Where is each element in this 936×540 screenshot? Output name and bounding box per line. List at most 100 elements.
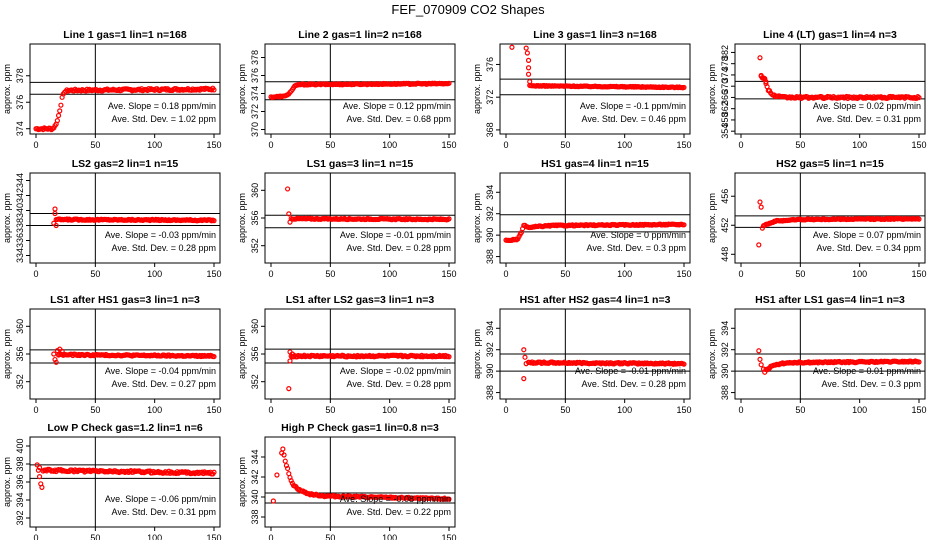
- y-tick-label: 374: [250, 86, 260, 101]
- x-tick-label: 150: [676, 140, 691, 150]
- y-axis-label: approx. ppm: [2, 64, 12, 114]
- data-point: [446, 80, 452, 86]
- data-point: [522, 354, 528, 360]
- data-point: [36, 465, 43, 471]
- y-tick-label: 368: [485, 122, 495, 137]
- y-tick-label: 376: [250, 68, 260, 83]
- y-tick-label: 340: [15, 203, 25, 218]
- chart-title: HS1 after LS1 gas=4 lin=1 n=3: [755, 294, 905, 306]
- y-tick-label: 376: [485, 57, 495, 72]
- data-point: [51, 351, 57, 357]
- x-tick-label: 100: [617, 140, 632, 150]
- y-tick-label: 338: [250, 509, 260, 524]
- y-axis-label: approx. ppm: [472, 64, 482, 114]
- data-point: [282, 458, 288, 464]
- x-tick-label: 150: [441, 405, 456, 415]
- std-dev-stat: Ave. Std. Dev. = 0.22 ppm: [347, 507, 451, 517]
- std-dev-stat: Ave. Std. Dev. = 0.31 ppm: [112, 507, 216, 517]
- y-axis-label: approx. ppm: [237, 64, 247, 114]
- slope-stat: Ave. Slope = 0.07 ppm/min: [813, 230, 921, 240]
- chart-panel: HS1 gas=4 lin=1 n=15 approx. ppm 0 50 100 150…: [472, 158, 692, 279]
- y-tick-label: 398: [15, 456, 25, 471]
- x-tick-label: 100: [147, 405, 162, 415]
- y-tick-label: 388: [485, 249, 495, 264]
- y-tick-label: 382: [720, 45, 730, 60]
- x-tick-label: 50: [795, 140, 805, 150]
- chart-panel: HS2 gas=5 lin=1 n=15 approx. ppm 0 50 100 150…: [707, 158, 927, 279]
- data-point: [916, 216, 922, 222]
- y-tick-label: 360: [250, 183, 260, 198]
- y-tick-label: 400: [15, 438, 25, 453]
- y-tick-label: 394: [485, 321, 495, 336]
- y-axis-label: approx. ppm: [2, 193, 12, 243]
- y-tick-label: 344: [15, 173, 25, 188]
- x-tick-label: 150: [206, 533, 221, 540]
- std-dev-stat: Ave. Std. Dev. = 0.28 ppm: [582, 379, 686, 389]
- std-dev-stat: Ave. Std. Dev. = 0.46 ppm: [582, 114, 686, 124]
- chart-panel: Line 3 gas=1 lin=3 n=168 approx. ppm 0 50 10…: [472, 29, 692, 150]
- y-tick-label: 342: [250, 469, 260, 484]
- y-tick-label: 336: [15, 233, 25, 248]
- x-tick-label: 150: [911, 140, 926, 150]
- data-point: [681, 222, 687, 228]
- data-point: [285, 465, 291, 472]
- y-tick-label: 392: [485, 342, 495, 357]
- data-point: [58, 102, 64, 108]
- data-point: [759, 75, 765, 81]
- std-dev-stat: Ave. Std. Dev. = 1.02 ppm: [112, 114, 216, 124]
- data-point: [916, 94, 922, 101]
- y-axis-label: approx. ppm: [707, 64, 717, 114]
- x-tick-label: 50: [325, 533, 335, 540]
- data-point: [287, 219, 293, 225]
- data-point: [289, 351, 295, 357]
- data-point: [55, 112, 62, 119]
- chart-panel: Line 4 (LT) gas=1 lin=4 n=3 approx. ppm 0 5…: [707, 29, 927, 150]
- y-tick-label: 340: [250, 489, 260, 504]
- y-tick-label: 338: [15, 218, 25, 233]
- y-axis-label: approx. ppm: [237, 457, 247, 507]
- chart-panel: HS1 after HS2 gas=4 lin=1 n=3 approx. ppm…: [472, 294, 692, 415]
- slope-stat: Ave. Slope = -0.01 ppm/min: [340, 230, 451, 240]
- chart-title: High P Check gas=1 lin=0.8 n=3: [281, 422, 439, 434]
- y-tick-label: 354: [720, 124, 730, 139]
- data-point: [521, 376, 527, 382]
- data-point: [286, 386, 292, 392]
- chart-title: HS1 after HS2 gas=4 lin=1 n=3: [520, 294, 671, 306]
- y-tick-label: 374: [720, 67, 730, 82]
- plot-frame: [499, 43, 691, 135]
- x-tick-label: 100: [852, 269, 867, 279]
- chart-panel: Low P Check gas=1.2 lin=1 n=6 approx. ppm…: [2, 422, 222, 540]
- data-point: [274, 472, 280, 478]
- y-tick-label: 372: [485, 90, 495, 105]
- x-tick-label: 50: [795, 269, 805, 279]
- plot-frame: [264, 43, 456, 135]
- plot-frame: [734, 43, 926, 135]
- data-point: [509, 44, 515, 50]
- data-point: [524, 50, 530, 56]
- y-tick-label: 376: [15, 95, 25, 110]
- x-tick-label: 150: [911, 405, 926, 415]
- slope-stat: Ave. Slope = -0.1 ppm/min: [580, 101, 686, 111]
- chart-title: LS1 gas=3 lin=1 n=15: [307, 158, 414, 170]
- data-point: [757, 55, 763, 61]
- chart-panel: LS1 after HS1 gas=3 lin=1 n=3 approx. ppm…: [2, 294, 222, 415]
- data-point: [446, 216, 452, 222]
- y-tick-label: 352: [250, 374, 260, 389]
- data-point: [211, 87, 217, 93]
- data-point: [35, 467, 41, 473]
- plot-frame: [264, 436, 456, 528]
- data-point: [36, 474, 43, 480]
- y-tick-label: 334: [15, 248, 25, 263]
- data-point: [763, 79, 769, 85]
- chart-title: LS2 gas=2 lin=1 n=15: [72, 158, 179, 170]
- y-tick-label: 378: [720, 56, 730, 71]
- y-axis-label: approx. ppm: [2, 329, 12, 379]
- x-tick-label: 150: [911, 269, 926, 279]
- x-tick-label: 0: [33, 405, 38, 415]
- chart-panel: High P Check gas=1 lin=0.8 n=3 approx. pp…: [237, 422, 457, 540]
- slope-stat: Ave. Slope = -0.04 ppm/min: [105, 366, 216, 376]
- data-point: [288, 478, 294, 484]
- chart-panel: Line 1 gas=1 lin=1 n=168 approx. ppm 0 50 10…: [2, 29, 222, 150]
- chart-title: HS2 gas=5 lin=1 n=15: [776, 158, 884, 170]
- x-tick-label: 50: [560, 269, 570, 279]
